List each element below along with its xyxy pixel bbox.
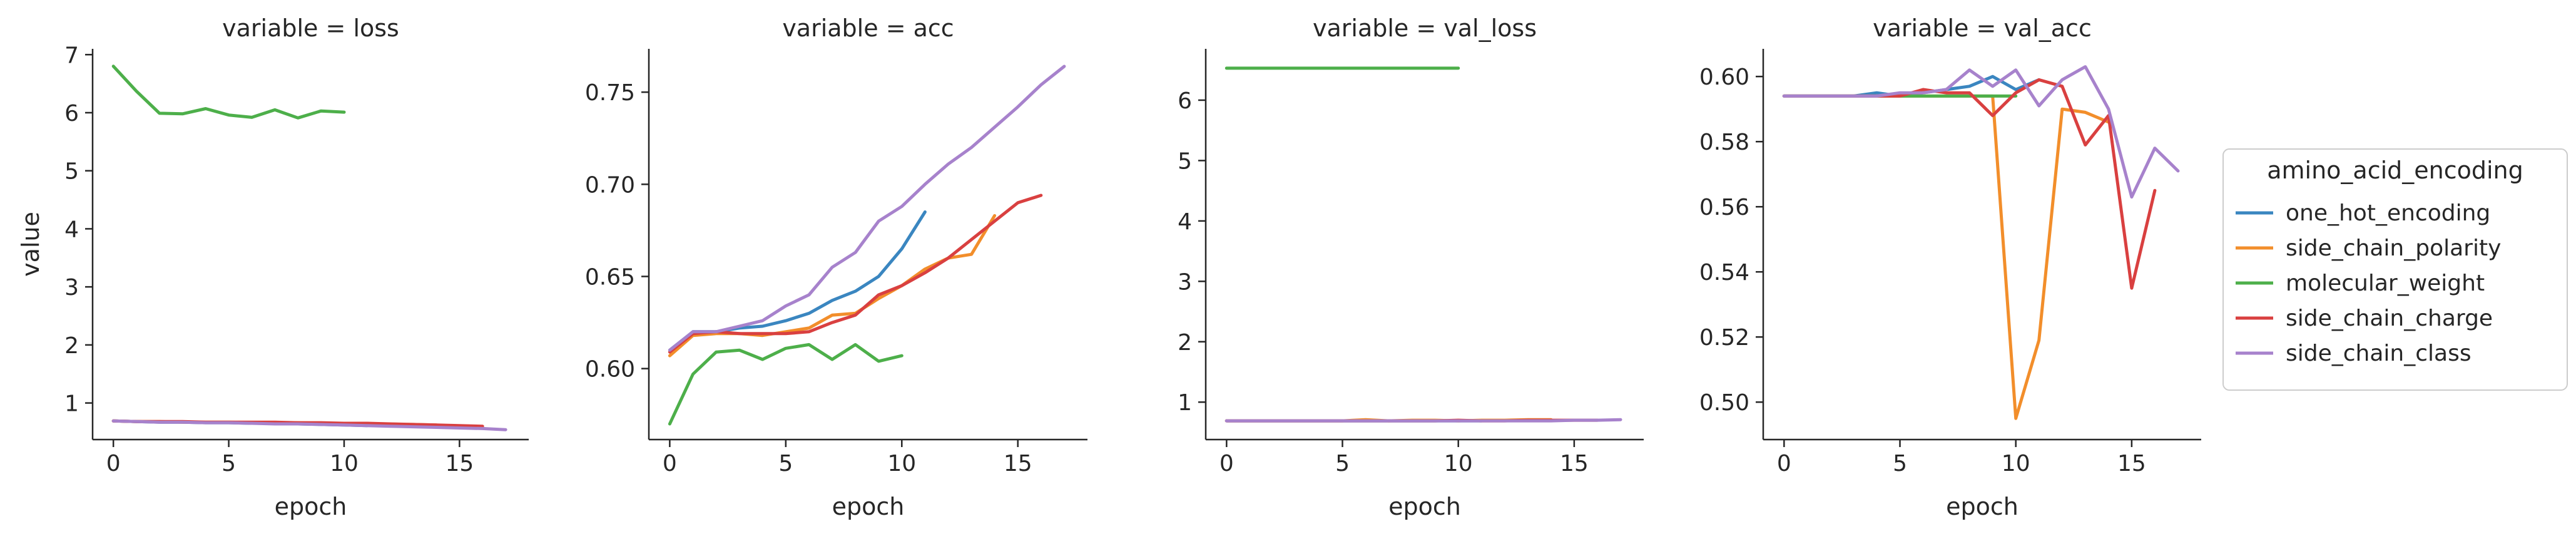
legend-title: amino_acid_encoding (2267, 157, 2523, 184)
series-line-molecular-weight (668, 343, 904, 426)
series-lines (1224, 66, 1622, 423)
panel-title: variable = acc (782, 14, 954, 42)
legend-entry-side-chain-charge: side_chain_charge (2236, 306, 2493, 331)
x-tick-label: 0 (1777, 451, 1791, 477)
y-tick-label: 0.56 (1699, 195, 1749, 220)
series-lines (111, 64, 507, 431)
y-tick-label: 0.70 (585, 172, 635, 198)
x-tick-label: 0 (663, 451, 677, 477)
legend-label: side_chain_charge (2286, 306, 2493, 331)
y-tick-label: 6 (64, 101, 79, 126)
y-tick-label: 5 (64, 159, 79, 185)
x-axis-label: epoch (1388, 493, 1461, 520)
series-line-side-chain-class (1224, 418, 1622, 423)
y-tick-label: 2 (64, 333, 79, 359)
legend-entry-molecular-weight: molecular_weight (2236, 270, 2485, 296)
x-tick-label: 5 (1335, 451, 1350, 477)
y-tick-label: 0.52 (1699, 325, 1749, 351)
series-line-side-chain-polarity (668, 214, 997, 358)
x-tick-label: 5 (778, 451, 793, 477)
x-tick-label: 10 (887, 451, 916, 477)
series-line-side-chain-class (111, 419, 507, 431)
x-tick-label: 0 (1219, 451, 1234, 477)
legend-frame (2222, 148, 2568, 391)
y-tick-label: 0.50 (1699, 390, 1749, 416)
y-tick-label: 0.54 (1699, 260, 1749, 286)
y-tick-label: 6 (1178, 88, 1192, 114)
x-axis-label: epoch (1946, 493, 2019, 520)
x-tick-label: 5 (1893, 451, 1907, 477)
panel-3: variable = val_loss 0 5 10 15 1 2 3 4 5 6 epoch (1178, 14, 1644, 520)
y-tick-label: 0.75 (585, 80, 635, 106)
y-tick-label: 3 (64, 275, 79, 301)
x-tick-label: 0 (106, 451, 121, 477)
legend-label: side_chain_class (2286, 341, 2472, 366)
legend-entry-side-chain-polarity: side_chain_polarity (2236, 235, 2501, 261)
legend-entries: one_hot_encoding side_chain_polaritymolec… (2236, 200, 2501, 366)
series-line-side-chain-class (668, 64, 1066, 352)
x-tick-label: 10 (2002, 451, 2030, 477)
y-tick-label: 1 (1178, 390, 1192, 416)
y-tick-label: 3 (1178, 269, 1192, 295)
legend-entry-side-chain-class: side_chain_class (2236, 341, 2472, 366)
legend-label: molecular_weight (2286, 270, 2485, 296)
y-tick-label: 4 (1178, 209, 1192, 235)
x-tick-label: 10 (330, 451, 359, 477)
x-tick-label: 15 (2117, 451, 2146, 477)
series-lines (1782, 65, 2180, 420)
panel-1: variable = loss 0 5 10 15 1 2 3 4 5 6 7 epoch value (17, 14, 529, 520)
y-tick-label: 0.58 (1699, 130, 1749, 155)
x-tick-label: 10 (1444, 451, 1473, 477)
panel-title: variable = val_acc (1873, 14, 2092, 42)
series-line-side-chain-class (1782, 65, 2180, 199)
y-tick-label: 1 (64, 391, 79, 417)
x-tick-label: 15 (1560, 451, 1589, 477)
panel-4: variable = val_acc 0 5 10 15 0.50 0.52 0.54 0.56… (1699, 14, 2201, 520)
series-line-molecular-weight (111, 64, 346, 120)
panel-2: variable = acc 0 5 10 15 0.60 0.65 0.70 0.75 epoc… (585, 14, 1087, 520)
legend-label: one_hot_encoding (2286, 200, 2490, 226)
y-tick-label: 5 (1178, 148, 1192, 174)
panel-title: variable = val_loss (1313, 14, 1537, 42)
x-tick-label: 15 (445, 451, 474, 477)
y-tick-label: 0.60 (1699, 64, 1749, 90)
y-tick-label: 0.65 (585, 265, 635, 291)
legend: amino_acid_encoding one_hot_encodingside… (2222, 148, 2568, 391)
y-tick-label: 7 (64, 43, 79, 68)
legend-label: side_chain_polarity (2286, 235, 2501, 261)
series-lines (668, 64, 1066, 426)
y-tick-label: 4 (64, 217, 79, 242)
x-axis-label: epoch (275, 493, 347, 520)
y-tick-label: 0.60 (585, 357, 635, 383)
series-line-side-chain-charge (1782, 78, 2157, 290)
legend-entry-one-hot-encoding: one_hot_encoding (2236, 200, 2490, 226)
series-line-side-chain-charge (668, 193, 1043, 354)
panel-title: variable = loss (222, 14, 399, 42)
x-axis-label: epoch (832, 493, 905, 520)
series-line-side-chain-polarity (1782, 94, 2110, 420)
x-tick-label: 15 (1004, 451, 1032, 477)
y-tick-label: 2 (1178, 330, 1192, 356)
y-axis-label: value (17, 212, 44, 277)
x-tick-label: 5 (221, 451, 236, 477)
